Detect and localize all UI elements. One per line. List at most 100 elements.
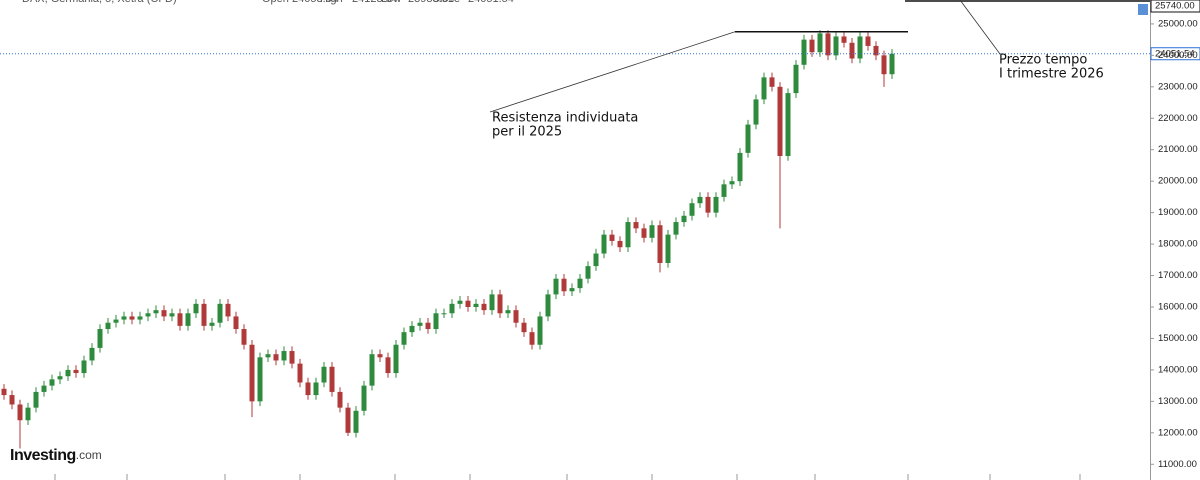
candle-body [785,93,791,157]
candle-body [625,222,631,248]
annotation-text: Resistenza individuata [492,111,638,126]
candle-body [161,310,167,317]
candle-body [745,124,751,153]
candle-body [385,357,391,374]
candle-body [505,310,511,314]
candle-body [65,369,71,377]
candle-body [761,77,767,100]
logo-suffix: .com [76,448,102,462]
candle-body [649,225,655,238]
y-tick-label: 17000.00 [1158,270,1198,281]
price-label-box [1150,0,1200,13]
logo-name: Investing [10,447,76,464]
candle-body [233,316,239,330]
candle-body [473,303,479,307]
candle-body [137,316,143,320]
annotation-pointer [489,31,736,113]
candle-body [857,36,863,59]
candle-body [553,278,559,295]
candle-body [481,303,487,311]
candle-body [873,45,879,56]
candle-body [697,196,703,204]
candle-body [57,376,63,380]
candle-body [489,294,495,311]
candle-body [73,369,79,374]
header-text: Close [432,0,460,5]
candle-body [193,303,199,314]
y-tick-label: 16000.00 [1158,302,1198,313]
candle-body [153,310,159,314]
candle-body [569,288,575,292]
candle-body [545,294,551,317]
candle-body [289,351,295,364]
y-tick-label: 12000.00 [1158,427,1198,438]
candle-body [201,303,207,326]
y-tick-label: 19000.00 [1158,207,1198,218]
settings-icon[interactable] [1138,4,1148,15]
candle-body [465,300,471,307]
candle-body [753,99,759,125]
candle-body [769,77,775,87]
candle-body [561,278,567,292]
candle-body [33,391,39,408]
candle-body [321,366,327,383]
header-text: High [320,0,343,5]
overlays: 25740.00 24051.54 Resistenza individuatape… [0,0,1200,464]
candle-body [369,354,375,386]
y-tick-label: 20000.00 [1158,176,1198,187]
candle-body [209,322,215,326]
candle-body [281,351,287,361]
candle-body [689,203,695,216]
y-tick-label: 23000.00 [1158,81,1198,92]
candle-body [537,316,543,345]
candle-body [849,42,855,59]
candle-body [705,196,711,213]
candle-body [377,354,383,358]
candle-body [817,33,823,53]
candle-body [433,313,439,330]
candle-body [729,181,735,185]
candle-body [617,240,623,248]
annotation-pointer [959,0,1001,55]
candle-body [241,329,247,345]
y-tick-label: 25000.00 [1158,18,1198,29]
candle-body [425,322,431,330]
header-text: Low [381,0,401,5]
candle-body [665,234,671,263]
candle-body [577,278,583,289]
y-tick-label: 14000.00 [1158,364,1198,375]
candle-body [641,228,647,238]
y-tick-label: 22000.00 [1158,113,1198,124]
candle-body [793,64,799,94]
annotation-text: I trimestre 2026 [999,67,1104,82]
candle-body [257,357,263,402]
candle-body [145,313,151,317]
candle-body [313,382,319,396]
candle-body [297,363,303,383]
header-text: 24053.54 [292,0,338,5]
logo: Investing.com [10,447,102,464]
header: DAX, Germania, 5, Xetra (CFD) Open24053.5… [22,0,514,5]
price-label-box [1150,47,1200,61]
candles [1,30,895,449]
price-label: 24051.54 [1155,48,1195,59]
candle-body [713,196,719,213]
candle-body [801,39,807,65]
candle-body [329,366,335,392]
candle-body [777,86,783,157]
candle-body [361,385,367,411]
candle-body [41,385,47,392]
candle-body [417,322,423,326]
candle-body [609,234,615,241]
candle-body [25,407,31,421]
y-tick-label: 21000.00 [1158,144,1198,155]
header-text: 23988.91 [408,0,454,5]
candle-body [113,319,119,323]
candle-body [401,332,407,345]
candle-body [273,354,279,361]
candle-body [337,391,343,408]
candle-body [809,39,815,53]
header-text: 24123.04 [352,0,398,5]
candle-body [673,222,679,235]
